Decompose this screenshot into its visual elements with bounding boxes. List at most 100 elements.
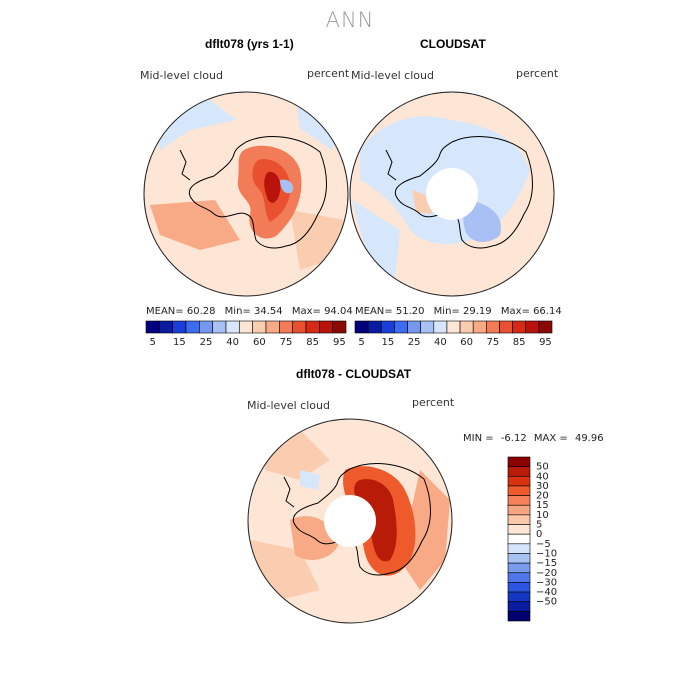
panel1-antarctica-coastline bbox=[188, 136, 327, 249]
colorbar-swatch bbox=[252, 320, 267, 334]
colorbar-swatch bbox=[507, 611, 531, 622]
colorbar-tick-label: 10 bbox=[536, 510, 549, 521]
colorbar-tick-label: −50 bbox=[536, 597, 557, 608]
colorbar-swatch bbox=[507, 572, 531, 583]
panel3-map bbox=[248, 419, 452, 623]
panel3-map-border bbox=[247, 418, 453, 624]
colorbar-swatch bbox=[394, 320, 408, 334]
colorbar-tick-label: 50 bbox=[536, 462, 549, 473]
colorbar-swatch bbox=[507, 514, 531, 525]
panel3-blue-spot bbox=[300, 470, 320, 490]
page-title: ANN bbox=[325, 8, 375, 32]
colorbar-swatch bbox=[420, 320, 435, 334]
colorbar-tick-label: −15 bbox=[536, 558, 557, 569]
colorbar-tick-label: 75 bbox=[280, 337, 293, 348]
colorbar-swatch bbox=[507, 553, 531, 564]
colorbar-tick-label: 85 bbox=[306, 337, 319, 348]
colorbar-swatch bbox=[332, 320, 347, 334]
panel2-colorbar: 5 15 25 40 60 75 85 95 bbox=[354, 320, 553, 348]
colorbar-tick-label: 5 bbox=[358, 337, 364, 348]
panel1-units-label: percent bbox=[307, 67, 350, 80]
colorbar-tick-label: −20 bbox=[536, 568, 557, 579]
panel3-stats: MIN = -6.12 MAX = 49.96 bbox=[463, 433, 604, 444]
colorbar-swatch bbox=[507, 475, 531, 487]
panel2-units-label: percent bbox=[516, 67, 559, 80]
colorbar-tick-label: 5 bbox=[536, 520, 542, 531]
panel2-max-label: Max= bbox=[500, 306, 530, 317]
panel3-min-value: -6.12 bbox=[500, 433, 527, 444]
colorbar-swatch bbox=[185, 320, 200, 334]
colorbar-swatch bbox=[507, 582, 531, 593]
colorbar-swatch bbox=[225, 320, 240, 334]
colorbar-swatch bbox=[472, 320, 487, 334]
colorbar-swatch bbox=[380, 320, 395, 334]
panel1-variable-label: Mid-level cloud bbox=[140, 69, 223, 82]
colorbar-tick-label: 75 bbox=[487, 337, 500, 348]
colorbar-tick-label: 25 bbox=[200, 337, 213, 348]
panel3-units-label: percent bbox=[412, 396, 455, 409]
panel2-south-america-coastline bbox=[385, 149, 397, 181]
panel1-min-value: 34.54 bbox=[253, 306, 283, 317]
colorbar-tick-label: 15 bbox=[536, 500, 549, 511]
colorbar-tick-label: 95 bbox=[539, 337, 552, 348]
panel1-mean-label: MEAN= bbox=[146, 306, 184, 317]
colorbar-swatch bbox=[538, 320, 553, 334]
panel1-blue-spot bbox=[280, 179, 294, 194]
colorbar-swatch bbox=[512, 320, 527, 334]
colorbar-swatch bbox=[407, 320, 421, 334]
colorbar-swatch bbox=[239, 320, 253, 334]
panel3-min-label: MIN = bbox=[463, 433, 494, 444]
colorbar-swatch bbox=[525, 320, 540, 334]
colorbar-swatch bbox=[279, 320, 293, 334]
colorbar-swatch bbox=[507, 562, 531, 574]
colorbar-swatch bbox=[446, 320, 461, 334]
colorbar-swatch bbox=[507, 495, 531, 506]
colorbar-tick-label: 5 bbox=[149, 337, 155, 348]
colorbar-swatch bbox=[305, 320, 320, 334]
colorbar-swatch bbox=[292, 320, 307, 334]
panel1-colorbar: 5 15 25 40 60 75 85 95 bbox=[145, 320, 347, 348]
colorbar-tick-label: 40 bbox=[434, 337, 447, 348]
colorbar-tick-label: 0 bbox=[536, 529, 542, 540]
panel2-mean-label: MEAN= bbox=[355, 306, 393, 317]
panel2-variable-label: Mid-level cloud bbox=[351, 69, 434, 82]
panel2-title: CLOUDSAT bbox=[420, 37, 486, 51]
panel2-stats: MEAN= 51.20 Min= 29.19 Max= 66.14 bbox=[355, 306, 562, 317]
panel2-polar-gap bbox=[426, 168, 478, 220]
panel2-map-border bbox=[349, 91, 555, 297]
colorbar-swatch bbox=[486, 320, 500, 334]
panel3-variable-label: Mid-level cloud bbox=[247, 399, 330, 412]
colorbar-swatch bbox=[172, 320, 187, 334]
panel1-peak-cloud-region bbox=[264, 171, 281, 203]
colorbar-swatch bbox=[265, 320, 280, 334]
panel3-max-value: 49.96 bbox=[574, 433, 604, 444]
panel1-title: dflt078 (yrs 1-1) bbox=[205, 37, 294, 51]
panel3-max-label: MAX = bbox=[533, 433, 568, 444]
colorbar-swatch bbox=[499, 320, 513, 334]
panel3-orange-patch-east bbox=[400, 470, 450, 590]
colorbar-swatch bbox=[507, 601, 531, 612]
colorbar-swatch bbox=[507, 591, 531, 603]
colorbar-tick-label: 40 bbox=[226, 337, 239, 348]
colorbar-tick-label: 30 bbox=[536, 481, 549, 492]
colorbar-tick-label: 40 bbox=[536, 471, 549, 482]
panel2-min-label: Min= bbox=[433, 306, 460, 317]
colorbar-tick-label: 15 bbox=[381, 337, 394, 348]
colorbar-swatch bbox=[159, 320, 173, 334]
panel1-south-america-coastline bbox=[179, 149, 191, 181]
colorbar-swatch bbox=[367, 320, 382, 334]
colorbar-swatch bbox=[354, 320, 369, 334]
colorbar-swatch bbox=[433, 320, 448, 334]
colorbar-tick-label: 15 bbox=[173, 337, 186, 348]
panel1-map bbox=[144, 92, 348, 296]
colorbar-tick-label: −10 bbox=[536, 548, 557, 559]
colorbar-tick-label: 95 bbox=[333, 337, 346, 348]
colorbar-swatch bbox=[145, 320, 160, 334]
panel1-min-label: Min= bbox=[224, 306, 251, 317]
colorbar-swatch bbox=[507, 485, 531, 496]
colorbar-swatch bbox=[459, 320, 474, 334]
panel3-polar-gap bbox=[324, 495, 376, 547]
colorbar-tick-label: 60 bbox=[460, 337, 473, 348]
